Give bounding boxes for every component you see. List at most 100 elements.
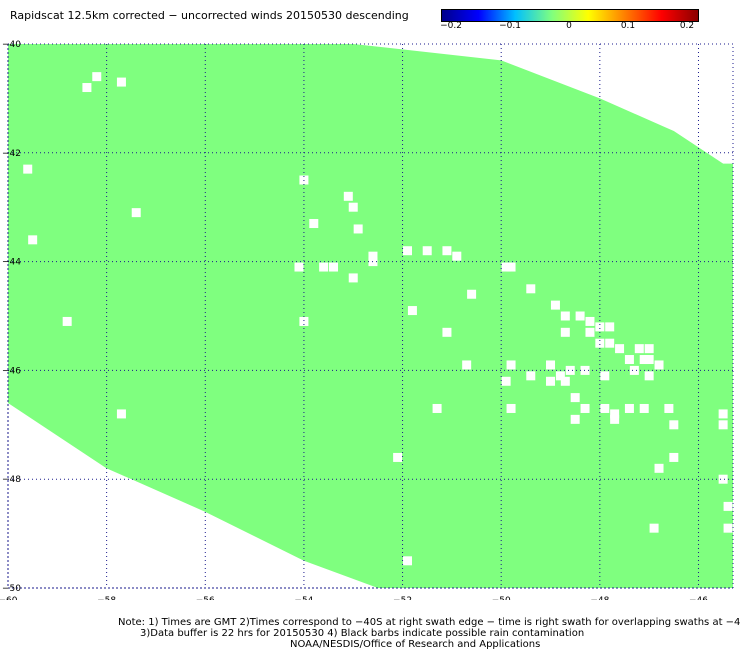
missing-cell [585,327,595,337]
missing-cell [644,355,654,365]
missing-cell [718,420,728,430]
missing-cell [585,316,595,326]
missing-cell [116,77,126,87]
missing-cell [422,246,432,256]
x-tick-label: −52 [393,596,412,600]
missing-cell [649,523,659,533]
missing-cell [62,316,72,326]
x-tick-label: −46 [689,596,708,600]
missing-cell [723,523,733,533]
x-tick-label: −48 [590,596,609,600]
missing-cell [644,371,654,381]
missing-cell [506,360,516,370]
missing-cell [644,344,654,354]
colorbar-tick-label: 0 [566,21,572,31]
missing-cell [624,355,634,365]
missing-cell [624,403,634,413]
missing-cell [723,501,733,511]
missing-cell [570,414,580,424]
missing-cell [348,273,358,283]
missing-cell [560,311,570,321]
note-line-1: Note: 1) Times are GMT 2)Times correspon… [118,617,740,628]
colorbar [441,9,699,22]
missing-cell [639,355,649,365]
missing-cell [546,360,556,370]
missing-cell [343,191,353,201]
missing-cell [639,403,649,413]
colorbar-tick-label: 0.1 [620,21,636,31]
note-line-2: 3)Data buffer is 22 hrs for 20150530 4) … [140,628,585,639]
missing-cell [526,371,536,381]
missing-cell [319,262,329,272]
missing-cell [654,360,664,370]
missing-cell [580,403,590,413]
missing-cell [506,403,516,413]
missing-cell [442,246,452,256]
missing-cell [309,219,319,229]
missing-cell [92,72,102,82]
y-tick-label: −46 [2,366,21,376]
missing-cell [299,316,309,326]
missing-cell [294,262,304,272]
y-tick-label: −42 [2,149,21,159]
missing-cell [462,360,472,370]
x-tick-label: −54 [294,596,313,600]
missing-cell [452,251,462,261]
missing-cell [402,246,412,256]
colorbar-tick-label: 0.2 [679,21,695,31]
colorbar-tick-label: −0.2 [440,21,462,31]
colorbar-tick-label: −0.1 [499,21,521,31]
swath-field [8,44,733,588]
missing-cell [467,289,477,299]
missing-cell [442,327,452,337]
missing-cell [595,338,605,348]
y-tick-label: −48 [2,475,21,485]
y-tick-label: −50 [2,584,21,594]
missing-cell [615,344,625,354]
missing-cell [501,262,511,272]
missing-cell [654,463,664,473]
missing-cell [82,83,92,93]
missing-cell [575,311,585,321]
x-tick-label: −50 [492,596,511,600]
missing-cell [560,376,570,386]
missing-cell [605,322,615,332]
missing-cell [718,474,728,484]
missing-cell [506,262,516,272]
missing-cell [28,235,38,245]
missing-cell [353,224,363,234]
missing-cell [629,365,639,375]
missing-cell [600,371,610,381]
missing-cell [595,322,605,332]
x-tick-label: −58 [97,596,116,600]
missing-cell [610,409,620,419]
missing-cell [664,403,674,413]
missing-cell [368,251,378,261]
missing-cell [669,420,679,430]
x-tick-label: −60 [0,596,18,600]
y-tick-label: −40 [2,40,21,50]
missing-cell [526,284,536,294]
missing-cell [348,202,358,212]
note-line-3: NOAA/NESDIS/Office of Research and Appli… [290,639,541,650]
missing-cell [131,208,141,218]
missing-cell [23,164,33,174]
chart-title: Rapidscat 12.5km corrected − uncorrected… [10,9,409,22]
y-tick-label: −44 [2,258,21,268]
missing-cell [560,327,570,337]
missing-cell [600,403,610,413]
missing-cell [634,344,644,354]
missing-cell [501,376,511,386]
missing-cell [393,452,403,462]
missing-cell [669,452,679,462]
missing-cell [546,376,556,386]
missing-cell [407,306,417,316]
plot-area: −60 −58 −56 −54 −52 −50 −48 −46 −40 −42 −44 −46 −48 −… [0,40,734,600]
missing-cell [432,403,442,413]
missing-cell [116,409,126,419]
missing-cell [550,300,560,310]
missing-cell [605,338,615,348]
missing-cell [329,262,339,272]
missing-cell [402,556,412,566]
missing-cell [555,371,565,381]
